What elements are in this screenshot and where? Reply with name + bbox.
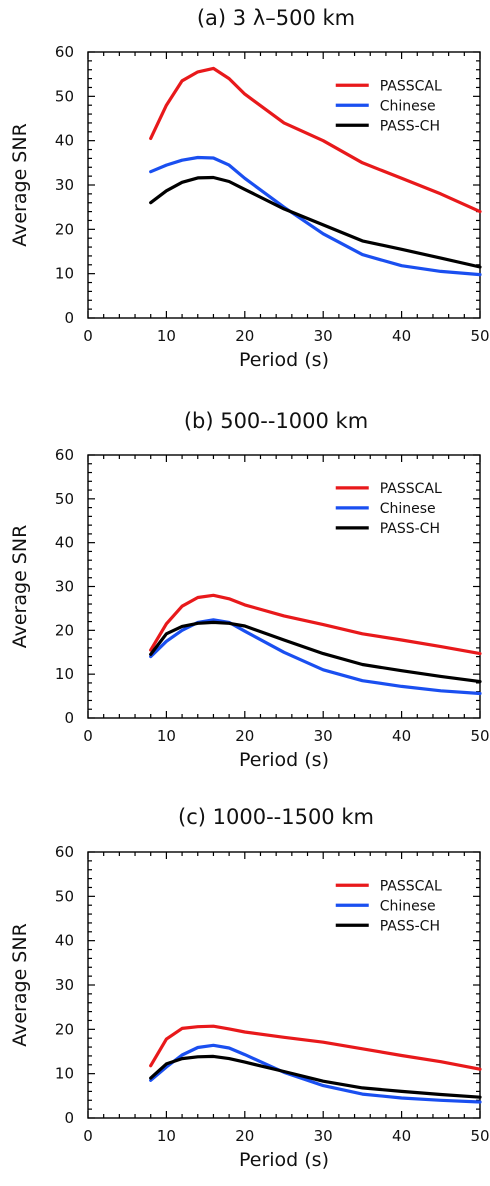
y-tick-label: 60 [55,446,74,464]
y-axis-label: Average SNR [9,923,31,1047]
x-tick-label: 40 [392,327,411,345]
y-tick-label: 10 [55,665,74,683]
x-tick-label: 20 [235,327,254,345]
y-tick-label: 0 [64,709,74,727]
x-tick-label: 30 [314,727,333,745]
y-tick-label: 50 [55,887,74,905]
y-tick-label: 0 [64,309,74,327]
y-tick-label: 10 [55,1065,74,1083]
legend-label-pass-ch: PASS-CH [380,918,440,934]
x-tick-label: 50 [470,727,489,745]
series-line-pass-ch [149,1054,482,1099]
y-tick-label: 60 [55,843,74,861]
x-tick-label: 40 [392,727,411,745]
legend: PASSCAL Chinese PASS-CH [335,878,442,934]
chart-panel-3: (c) 1000--1500 km 0 10 20 30 40 50 0 10 20 30 40 50 6… [9,805,490,1171]
y-tick-label: 10 [55,265,74,283]
series-line-chinese [149,618,482,696]
legend-label-chinese: Chinese [380,501,436,517]
y-axis-label: Average SNR [9,123,31,247]
legend-label-pass-ch: PASS-CH [380,118,440,134]
y-tick-label: 30 [55,976,74,994]
y-tick-label: 40 [55,932,74,950]
series-line-pass-ch [149,175,482,269]
y-tick-label: 20 [55,220,74,238]
series-line-chinese [149,1043,482,1104]
y-tick-label: 20 [55,1020,74,1038]
series-line-passcal [149,66,482,214]
y-tick-label: 50 [55,490,74,508]
y-tick-label: 0 [64,1109,74,1127]
series-line-passcal [149,1024,482,1071]
legend-label-chinese: Chinese [380,898,436,914]
series-line-chinese [149,155,482,277]
x-tick-label: 10 [157,727,176,745]
legend-label-pass-ch: PASS-CH [380,521,440,537]
y-tick-label: 20 [55,621,74,639]
x-axis-label: Period (s) [239,1149,329,1171]
x-axis-label: Period (s) [239,749,329,771]
y-tick-label: 30 [55,578,74,596]
chart-title: (c) 1000--1500 km [178,805,374,829]
legend: PASSCAL Chinese PASS-CH [335,481,442,537]
x-tick-label: 10 [157,327,176,345]
legend-label-passcal: PASSCAL [380,878,442,894]
y-tick-label: 30 [55,176,74,194]
x-tick-label: 30 [314,327,333,345]
x-tick-label: 0 [83,327,93,345]
x-tick-label: 10 [157,1127,176,1145]
x-tick-label: 0 [83,727,93,745]
legend-label-passcal: PASSCAL [380,78,442,94]
chart-title: (a) 3 λ–500 km [197,6,355,30]
x-tick-label: 0 [83,1127,93,1145]
x-tick-label: 50 [470,1127,489,1145]
x-tick-label: 30 [314,1127,333,1145]
y-tick-label: 50 [55,87,74,105]
x-axis-label: Period (s) [239,349,329,371]
series-line-passcal [149,593,482,656]
y-axis-label: Average SNR [9,525,31,649]
y-tick-label: 60 [55,43,74,61]
legend: PASSCAL Chinese PASS-CH [335,78,442,134]
y-tick-label: 40 [55,132,74,150]
x-tick-label: 40 [392,1127,411,1145]
y-tick-label: 40 [55,534,74,552]
x-tick-label: 20 [235,727,254,745]
chart-panel-1: (a) 3 λ–500 km 0 10 20 30 40 50 0 10 20 30 40 50 60 Pe… [9,6,490,371]
x-tick-label: 20 [235,1127,254,1145]
chart-title: (b) 500--1000 km [184,409,368,433]
legend-label-chinese: Chinese [380,98,436,114]
chart-panel-2: (b) 500--1000 km 0 10 20 30 40 50 0 10 20 30 40 50 60… [9,409,490,771]
x-tick-label: 50 [470,327,489,345]
series-line-pass-ch [149,620,482,684]
legend-label-passcal: PASSCAL [380,481,442,497]
